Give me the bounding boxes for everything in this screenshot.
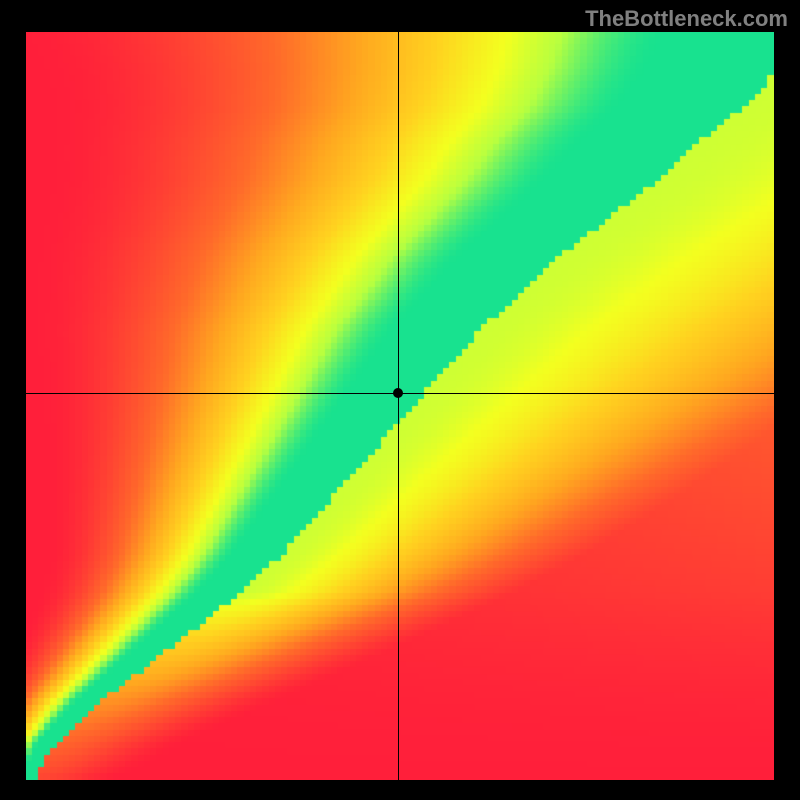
watermark-text: TheBottleneck.com [585,6,788,32]
chart-container: TheBottleneck.com [0,0,800,800]
intersection-marker [393,388,403,398]
heatmap-plot [26,32,774,780]
crosshair-vertical [398,32,399,780]
heatmap-canvas [26,32,774,780]
